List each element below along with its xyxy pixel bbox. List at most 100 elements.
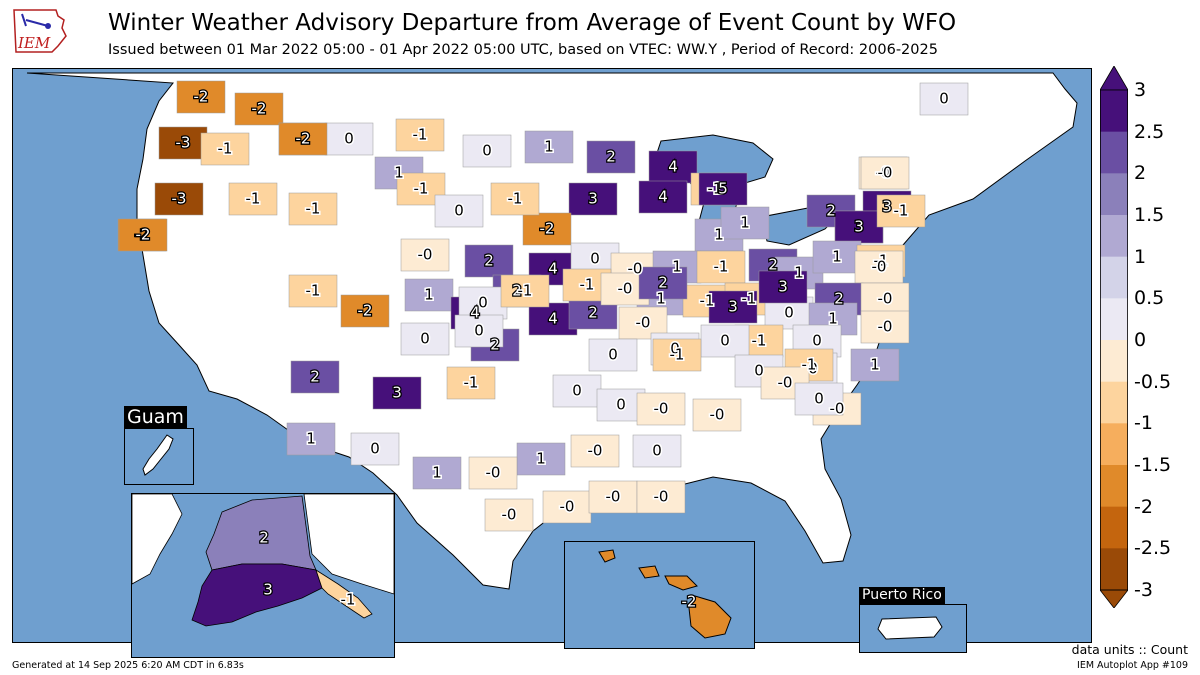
wfo-value-label: -0: [618, 280, 633, 298]
wfo-region: [200, 132, 250, 166]
wfo-value-label: 1: [870, 356, 880, 374]
alaska-west-coast: [132, 494, 183, 585]
alaska-inset: 2 3 -1: [131, 493, 395, 658]
wfo-value-label: 0: [670, 340, 680, 358]
colorbar-segment: [1100, 548, 1128, 591]
wfo-value-label: -0: [878, 164, 893, 182]
colorbar-segment: [1100, 298, 1128, 341]
colorbar-tick-label: 3: [1134, 79, 1147, 101]
wfo-value-label: -1: [802, 356, 817, 374]
page-title: Winter Weather Advisory Departure from A…: [108, 10, 957, 36]
wfo-value-label: -1: [700, 292, 715, 310]
wfo-value-label: -0: [654, 400, 669, 418]
wfo-region: [588, 480, 638, 514]
colorbar-segment: [1100, 90, 1128, 133]
wfo-region: [834, 210, 884, 244]
guam-inset-title: Guam: [124, 406, 187, 428]
wfo-region: [500, 274, 550, 308]
wfo-value-label: 5: [718, 180, 728, 198]
generated-timestamp: Generated at 14 Sep 2025 6:20 AM CDT in …: [12, 660, 244, 671]
wfo-region: [412, 456, 462, 490]
wfo-region: [652, 338, 702, 372]
wfo-value-label: -1: [752, 332, 767, 350]
wfo-value-label: -0: [628, 260, 643, 278]
wfo-region: [154, 182, 204, 216]
iem-logo: IEM: [8, 6, 72, 58]
wfo-region: [638, 180, 688, 214]
wfo-value-label: -1: [306, 282, 321, 300]
alaska-south: [191, 563, 323, 627]
wfo-value-label: -0: [418, 246, 433, 264]
wfo-value-label: 1: [714, 226, 724, 244]
colorbar-min-extension: [1099, 589, 1129, 609]
wfo-value-label: 4: [470, 304, 480, 322]
wfo-value-label: 3: [854, 218, 864, 236]
wfo-value-label: 0: [808, 360, 818, 378]
wfo-value-label: 0: [720, 332, 730, 350]
guam-island: [142, 434, 174, 476]
wfo-region: [400, 322, 450, 356]
colorbar-tick-label: 2.5: [1134, 120, 1165, 143]
wfo-region: [708, 290, 758, 324]
colorbar-tick-label: 1.5: [1134, 204, 1165, 226]
wfo-region: [636, 392, 686, 426]
wfo-value-label: -1: [218, 140, 233, 158]
wfo-region: [484, 498, 534, 532]
wfo-value-label: -0: [878, 318, 893, 336]
wfo-value-label: -2: [358, 302, 373, 320]
wfo-region: [588, 338, 638, 372]
wfo-region: [812, 240, 862, 274]
wfo-region: [458, 286, 508, 320]
wfo-value-label: 1: [394, 164, 404, 182]
wfo-region: [568, 182, 618, 216]
wfo-value-label: -1: [464, 374, 479, 392]
wfo-value-label: -0: [778, 374, 793, 392]
wfo-value-label: 1: [794, 264, 804, 282]
puerto-rico-island: [877, 616, 943, 640]
wfo-value-label: -0: [606, 488, 621, 506]
wfo-value-label: 1: [832, 248, 842, 266]
wfo-value-label: 0: [454, 202, 464, 220]
wfo-region: [919, 82, 969, 116]
wfo-region: [542, 490, 592, 524]
big-island: [688, 595, 732, 639]
wfo-value-label: 3: [728, 298, 738, 316]
wfo-value-label: -1: [580, 276, 595, 294]
colorbar-tick-label: -1.5: [1134, 454, 1172, 476]
colorbar-tick-label: 2: [1134, 162, 1147, 185]
colorbar-tick-label: -3: [1134, 579, 1153, 601]
wfo-region: [524, 130, 574, 164]
wfo-region: [860, 310, 910, 344]
wfo-region: [350, 432, 400, 466]
colorbar-tick-label: 1: [1134, 245, 1147, 268]
wfo-value-label: 4: [668, 158, 678, 176]
colorbar-segment: [1100, 215, 1128, 258]
wfo-region: [278, 122, 328, 156]
colorbar-segment: [1100, 173, 1128, 216]
wfo-value-label: 1: [828, 310, 838, 328]
canada-land: [303, 494, 394, 595]
colorbar-tick-label: -1: [1134, 412, 1153, 435]
wfo-region: [340, 294, 390, 328]
oahu: [638, 565, 660, 579]
wfo-value-label: 2: [606, 148, 616, 166]
wfo-region: [794, 382, 844, 416]
wfo-value-label: -0: [710, 406, 725, 424]
wfo-region: [228, 182, 278, 216]
wfo-value-label: 0: [572, 382, 582, 400]
wfo-value-label: 0: [482, 142, 492, 160]
page-subtitle: Issued between 01 Mar 2022 05:00 - 01 Ap…: [108, 42, 938, 58]
wfo-region: [638, 266, 688, 300]
wfo-region: [288, 192, 338, 226]
wfo-region: [758, 270, 808, 304]
colorbar-tick-label: -2: [1134, 495, 1153, 518]
wfo-region: [468, 456, 518, 490]
wfo-region: [632, 434, 682, 468]
wfo-region: [286, 422, 336, 456]
colorbar-tick-label: -0.5: [1134, 370, 1172, 393]
wfo-value-label: 0: [478, 294, 488, 312]
wfo-value-label: 0: [652, 442, 662, 460]
colorbar-max-extension: [1099, 65, 1129, 91]
wfo-value-label: 3: [778, 278, 788, 296]
wfo-value-label: -0: [502, 506, 517, 524]
